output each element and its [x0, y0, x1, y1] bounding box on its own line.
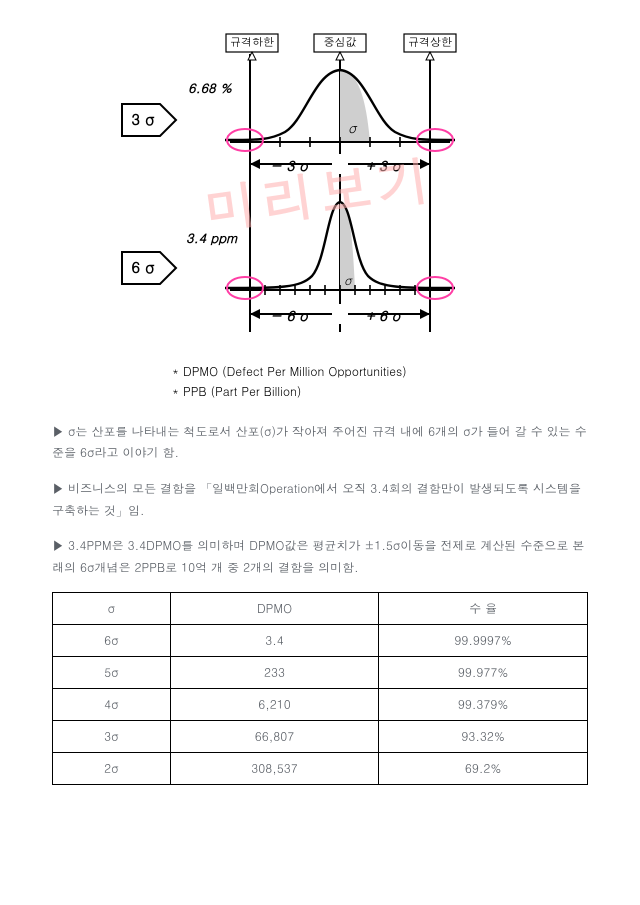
sigma-band-bottom: σ [344, 272, 352, 289]
axis-left-6: − 6 σ [270, 305, 308, 325]
cell-dpmo: 66,807 [170, 721, 379, 753]
tail-text-3sigma: 6.68 % [188, 78, 232, 97]
cell-yield: 99.9997% [379, 625, 588, 657]
cell-sigma: 5σ [53, 657, 171, 689]
table-row: 6σ 3.4 99.9997% [53, 625, 588, 657]
def-ppb: * PPB (Part Per Billion) [172, 382, 588, 402]
sigma-table: σ DPMO 수 율 6σ 3.4 99.9997% 5σ 233 99.977… [52, 592, 588, 785]
axis-left-3: − 3 σ [270, 155, 308, 175]
bullet-1-text: σ는 산포를 나타내는 척도로서 산포(σ)가 작아져 주어진 규격 내에 6개… [52, 423, 587, 462]
bullet-3: ▶3.4PPM은 3.4DPMO를 의미하며 DPMO값은 평균치가 ±1.5σ… [52, 535, 588, 578]
tail-text-6sigma: 3.4 ppm [186, 228, 238, 247]
table-row: 4σ 6,210 99.379% [53, 689, 588, 721]
badge-6sigma-text: 6 σ [120, 250, 166, 286]
cell-yield: 99.379% [379, 689, 588, 721]
th-yield: 수 율 [379, 593, 588, 625]
table-row: 2σ 308,537 69.2% [53, 753, 588, 785]
table-row: 3σ 66,807 93.32% [53, 721, 588, 753]
definitions: * DPMO (Defect Per Million Opportunities… [52, 362, 588, 403]
cell-sigma: 6σ [53, 625, 171, 657]
cell-yield: 99.977% [379, 657, 588, 689]
cell-sigma: 3σ [53, 721, 171, 753]
axis-right-3: + 3 σ [366, 155, 400, 175]
badge-6sigma: 6 σ [120, 250, 180, 290]
sigma-band-top: σ [348, 118, 356, 137]
cell-yield: 69.2% [379, 753, 588, 785]
label-lower-spec: 규격하한 [226, 35, 278, 50]
label-upper-spec: 규격상한 [404, 35, 456, 50]
triangle-icon: ▶ [52, 537, 64, 554]
badge-3sigma-text: 3 σ [120, 102, 166, 138]
cell-dpmo: 3.4 [170, 625, 379, 657]
cell-dpmo: 308,537 [170, 753, 379, 785]
th-sigma: σ [53, 593, 171, 625]
axis-right-6: + 6 σ [366, 305, 400, 325]
bullet-3-text: 3.4PPM은 3.4DPMO를 의미하며 DPMO값은 평균치가 ±1.5σ이… [52, 537, 584, 576]
bullet-1: ▶σ는 산포를 나타내는 척도로서 산포(σ)가 작아져 주어진 규격 내에 6… [52, 421, 588, 464]
page: 규격하한 중심값 규격상한 3 σ 6 σ 6.68 % 3.4 ppm σ σ… [0, 0, 640, 905]
sigma-figure: 규격하한 중심값 규격상한 3 σ 6 σ 6.68 % 3.4 ppm σ σ… [130, 32, 510, 352]
cell-dpmo: 6,210 [170, 689, 379, 721]
badge-3sigma: 3 σ [120, 102, 180, 142]
table-row: 5σ 233 99.977% [53, 657, 588, 689]
bullet-2: ▶비즈니스의 모든 결함을 「일백만회Operation에서 오직 3.4회의 … [52, 478, 588, 521]
cell-yield: 93.32% [379, 721, 588, 753]
bullet-2-text: 비즈니스의 모든 결함을 「일백만회Operation에서 오직 3.4회의 결… [52, 480, 581, 519]
cell-sigma: 4σ [53, 689, 171, 721]
figure-svg [130, 32, 510, 352]
triangle-icon: ▶ [52, 423, 64, 440]
cell-sigma: 2σ [53, 753, 171, 785]
def-dpmo: * DPMO (Defect Per Million Opportunities… [172, 362, 588, 382]
label-center: 중심값 [314, 35, 366, 50]
cell-dpmo: 233 [170, 657, 379, 689]
triangle-icon: ▶ [52, 480, 64, 497]
th-dpmo: DPMO [170, 593, 379, 625]
table-header-row: σ DPMO 수 율 [53, 593, 588, 625]
